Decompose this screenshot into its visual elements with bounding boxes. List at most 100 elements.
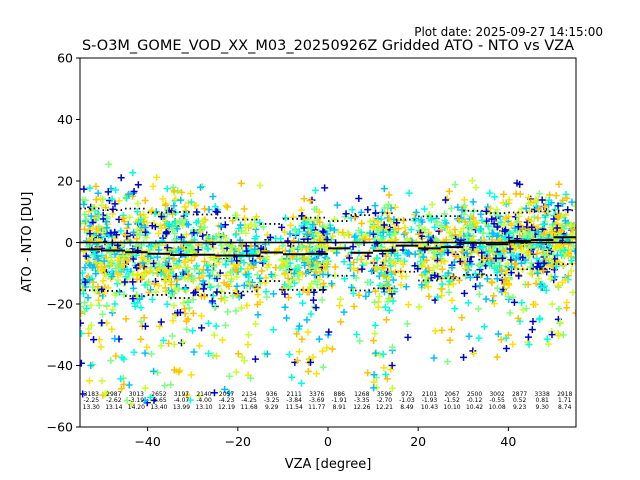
bin-mean-label: -4.07 xyxy=(174,397,190,404)
scatter-point xyxy=(477,210,485,218)
scatter-point xyxy=(463,250,471,258)
scatter-point xyxy=(242,271,250,279)
scatter-point xyxy=(155,282,163,290)
scatter-point xyxy=(555,332,563,340)
scatter-point xyxy=(190,229,198,237)
bin-std-label: 12.19 xyxy=(218,404,235,411)
scatter-point xyxy=(189,274,197,282)
scatter-point xyxy=(371,298,379,306)
scatter-point xyxy=(388,384,396,392)
scatter-point xyxy=(351,233,359,241)
scatter-point xyxy=(394,225,402,233)
scatter-point xyxy=(441,216,449,224)
scatter-point xyxy=(111,200,119,208)
scatter-point xyxy=(364,278,372,286)
scatter-point xyxy=(293,356,301,364)
scatter-point xyxy=(326,224,334,232)
scatter-point xyxy=(385,274,393,282)
scatter-point xyxy=(329,232,337,240)
bin-std-label: 10.43 xyxy=(421,404,438,411)
scatter-point xyxy=(319,227,327,235)
scatter-point xyxy=(443,223,451,231)
x-axis: −40 −20 0 20 40 xyxy=(134,427,516,449)
scatter-point xyxy=(91,250,99,258)
scatter-point xyxy=(388,270,396,278)
scatter-point xyxy=(431,223,439,231)
bin-std-label: 9.30 xyxy=(536,404,550,411)
scatter-point xyxy=(362,292,370,300)
scatter-point xyxy=(157,270,165,278)
bin-count-label: 2918 xyxy=(557,391,572,398)
scatter-point xyxy=(218,287,226,295)
scatter-point xyxy=(472,184,480,192)
scatter-point xyxy=(355,291,363,299)
scatter-point xyxy=(475,261,483,269)
scatter-point xyxy=(186,396,194,404)
bin-std-label: 14.20 xyxy=(128,404,145,411)
scatter-point xyxy=(501,235,509,243)
scatter-point xyxy=(125,190,133,198)
scatter-point xyxy=(210,263,218,271)
scatter-point xyxy=(350,264,358,272)
scatter-point xyxy=(545,242,553,250)
scatter-point xyxy=(389,276,397,284)
scatter-point xyxy=(475,290,483,298)
scatter-point xyxy=(444,358,452,366)
scatter-point xyxy=(217,222,225,230)
scatter-point xyxy=(505,233,513,241)
scatter-point xyxy=(380,364,388,372)
scatter-point xyxy=(90,336,98,344)
scatter-point xyxy=(201,205,209,213)
scatter-point xyxy=(350,303,358,311)
scatter-point xyxy=(307,310,315,318)
scatter-point xyxy=(379,264,387,272)
scatter-point xyxy=(107,357,115,365)
scatter-point xyxy=(551,206,559,214)
scatter-point xyxy=(445,288,453,296)
scatter-point xyxy=(121,278,129,286)
scatter-point xyxy=(222,272,230,280)
scatter-point xyxy=(181,285,189,293)
scatter-point xyxy=(94,189,102,197)
scatter-point xyxy=(300,195,308,203)
scatter-point xyxy=(220,279,228,287)
scatter-point xyxy=(559,261,567,269)
scatter-point xyxy=(509,293,517,301)
scatter-point xyxy=(322,266,330,274)
scatter-point xyxy=(324,271,332,279)
scatter-point xyxy=(109,305,117,313)
scatter-point xyxy=(87,212,95,220)
scatter-point xyxy=(478,216,486,224)
scatter-point xyxy=(130,188,138,196)
scatter-point xyxy=(134,200,142,208)
scatter-point xyxy=(103,224,111,232)
y-tick-label: 0 xyxy=(65,235,73,250)
scatter-point xyxy=(562,276,570,284)
scatter-point xyxy=(242,242,250,250)
scatter-point xyxy=(285,294,293,302)
bin-mean-label: -0.55 xyxy=(489,397,505,404)
scatter-point xyxy=(530,213,538,221)
scatter-point xyxy=(290,249,298,257)
scatter-point xyxy=(92,270,100,278)
scatter-point xyxy=(258,267,266,275)
scatter-point xyxy=(460,353,468,361)
scatter-point xyxy=(385,214,393,222)
scatter-point xyxy=(502,344,510,352)
scatter-point xyxy=(187,371,195,379)
scatter-point xyxy=(293,263,301,271)
scatter-point xyxy=(337,318,345,326)
scatter-point xyxy=(527,230,535,238)
scatter-point xyxy=(279,260,287,268)
scatter-point xyxy=(104,239,112,247)
scatter-point xyxy=(319,279,327,287)
scatter-point xyxy=(425,292,433,300)
scatter-point xyxy=(399,260,407,268)
scatter-point xyxy=(348,206,356,214)
scatter-point xyxy=(119,252,127,260)
scatter-point xyxy=(517,259,525,267)
scatter-point xyxy=(418,281,426,289)
scatter-point xyxy=(190,348,198,356)
scatter-point xyxy=(235,225,243,233)
scatter-point xyxy=(364,206,372,214)
